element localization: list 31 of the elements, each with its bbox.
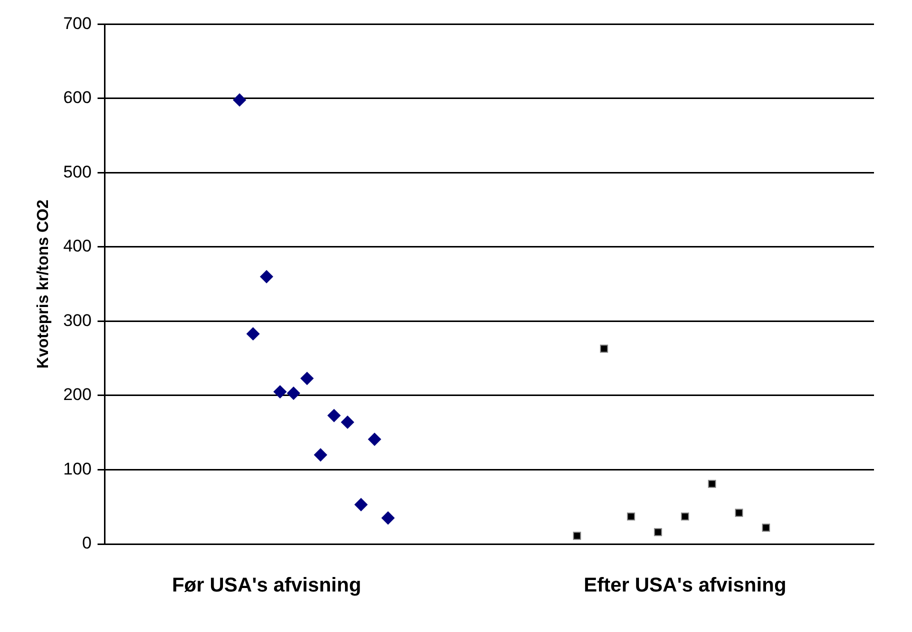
point [572, 532, 582, 540]
point [246, 327, 260, 340]
x-tick-label: Før USA's afvisning [172, 574, 362, 597]
point [314, 448, 328, 462]
point [274, 385, 287, 398]
point [708, 480, 716, 488]
x-tick-label: Efter USA's afvisning [584, 574, 786, 597]
point [626, 512, 636, 521]
point [287, 386, 300, 400]
y-tick-label: 200 [63, 385, 92, 404]
point [260, 270, 274, 284]
y-tick-label: 700 [63, 14, 92, 33]
y-tick-label: 400 [63, 236, 92, 256]
point [654, 528, 662, 536]
point [300, 372, 314, 385]
point [368, 432, 382, 446]
point [762, 524, 770, 532]
point [233, 93, 246, 106]
point [341, 416, 354, 429]
y-tick-label: 600 [63, 88, 92, 108]
y-axis-title: Kvotepris kr/tons CO2 [35, 200, 52, 369]
point [382, 512, 395, 525]
y-tick-label: 300 [63, 310, 92, 330]
y-tick-label: 0 [82, 534, 92, 553]
point [354, 498, 368, 512]
point [680, 512, 690, 521]
y-tick-label: 500 [63, 162, 92, 182]
point [734, 508, 744, 517]
point [328, 409, 341, 422]
y-tick-label: 100 [63, 459, 92, 478]
point [600, 344, 608, 353]
